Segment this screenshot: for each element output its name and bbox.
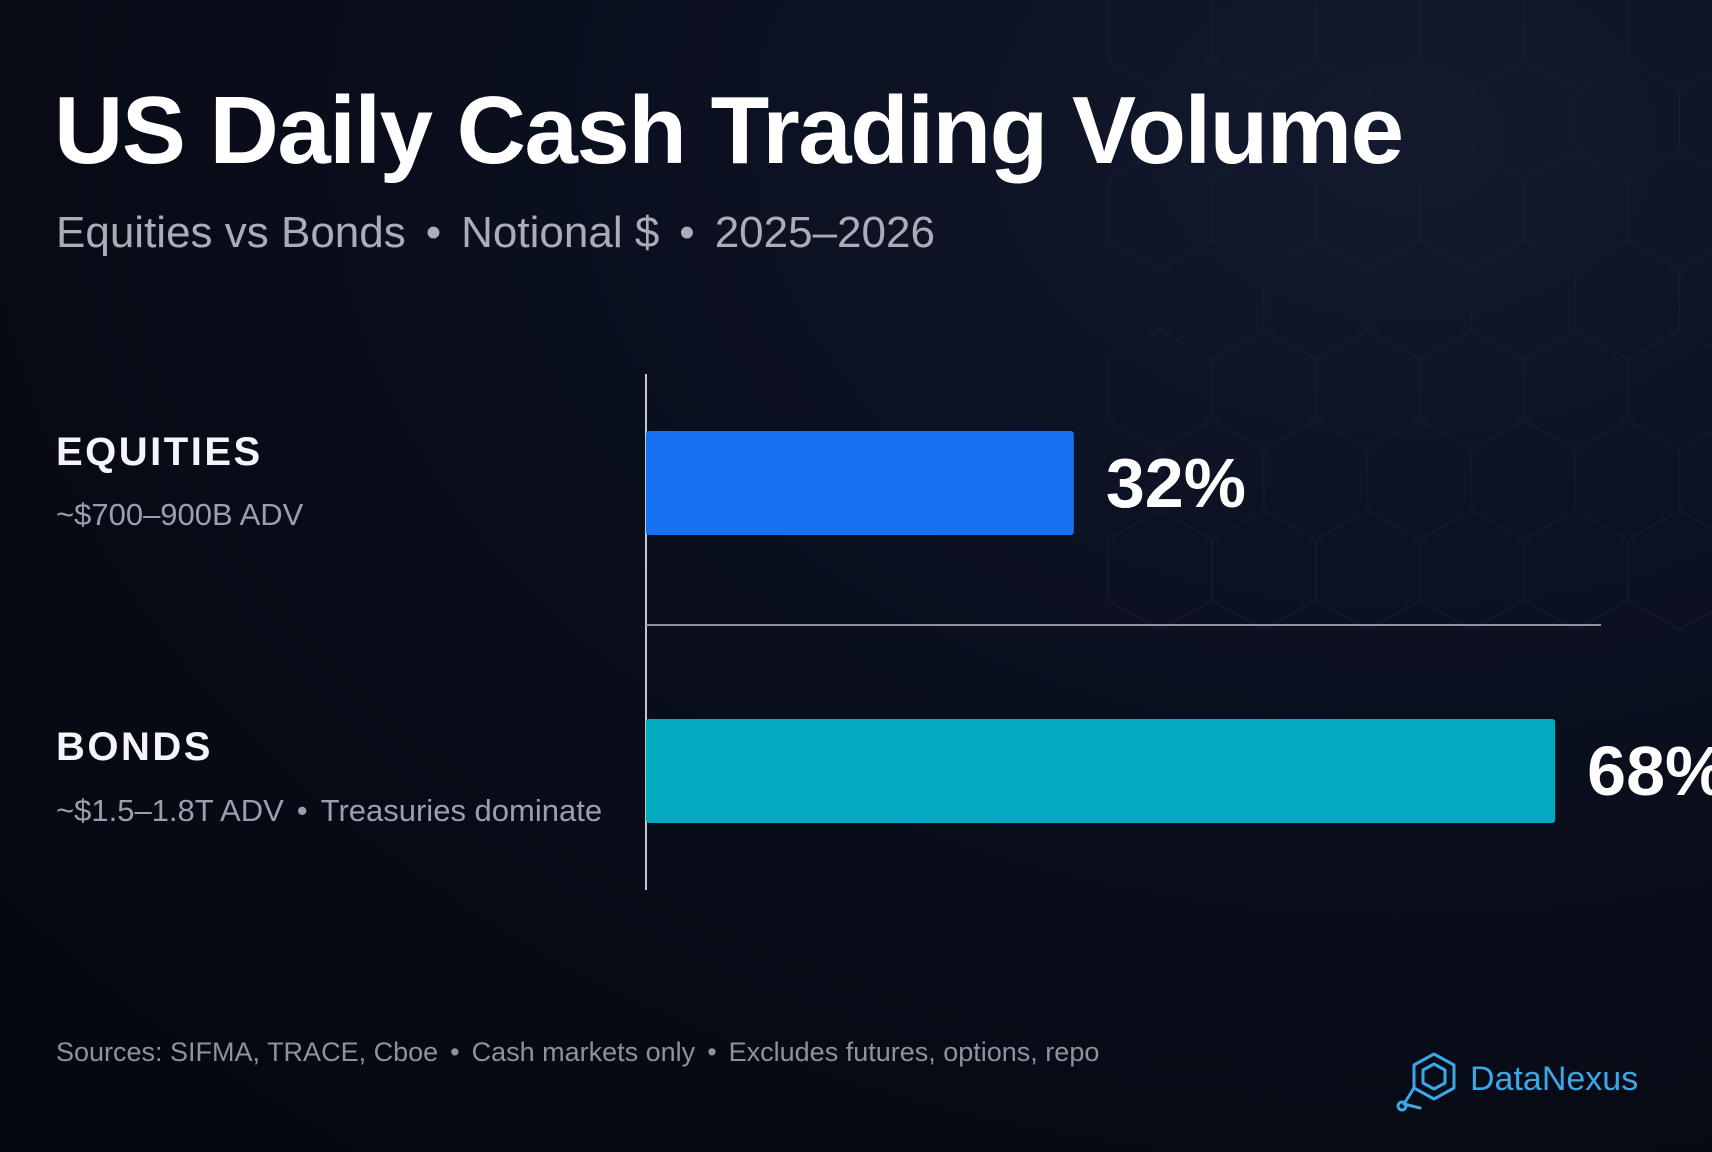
subtitle-part-unit: Notional $ (461, 208, 660, 257)
footer-separator: • (450, 1037, 460, 1067)
bonds-detail-note: Treasuries dominate (320, 793, 603, 828)
bar-equities (646, 431, 1074, 535)
category-label-bonds: BONDS (56, 725, 213, 769)
category-detail-equities: ~$700–900B ADV (56, 497, 303, 533)
subtitle-part-period: 2025–2026 (714, 208, 935, 257)
footer-separator: • (707, 1037, 717, 1067)
page-title: US Daily Cash Trading Volume (54, 77, 1404, 184)
footer-sources: Sources: SIFMA, TRACE, Cboe • Cash markets… (56, 1037, 1099, 1068)
footer-exclusion-note: Excludes futures, options, repo (728, 1037, 1100, 1067)
subtitle-separator: • (425, 208, 442, 257)
detail-separator: • (296, 793, 308, 828)
subtitle-part-scope: Equities vs Bonds (56, 208, 406, 257)
category-label-equities: EQUITIES (56, 430, 263, 474)
footer-sources-list: Sources: SIFMA, TRACE, Cboe (56, 1037, 439, 1067)
footer-scope-note: Cash markets only (471, 1037, 696, 1067)
brand-name: DataNexus (1470, 1060, 1639, 1098)
value-label-equities: 32% (1106, 444, 1246, 522)
subtitle-separator: • (679, 208, 695, 257)
bar-bonds (646, 719, 1556, 823)
value-label-bonds: 68% (1587, 732, 1712, 810)
subtitle: Equities vs Bonds • Notional $ • 2025–2026 (56, 207, 935, 260)
category-detail-bonds: ~$1.5–1.8T ADV • Treasuries dominate (56, 793, 602, 829)
equities-adv-range: ~$700–900B ADV (56, 497, 304, 532)
bonds-adv-range: ~$1.5–1.8T ADV (56, 793, 284, 828)
brand-logo: DataNexus (1392, 1050, 1662, 1114)
hexagon-network-icon (1396, 1052, 1456, 1112)
